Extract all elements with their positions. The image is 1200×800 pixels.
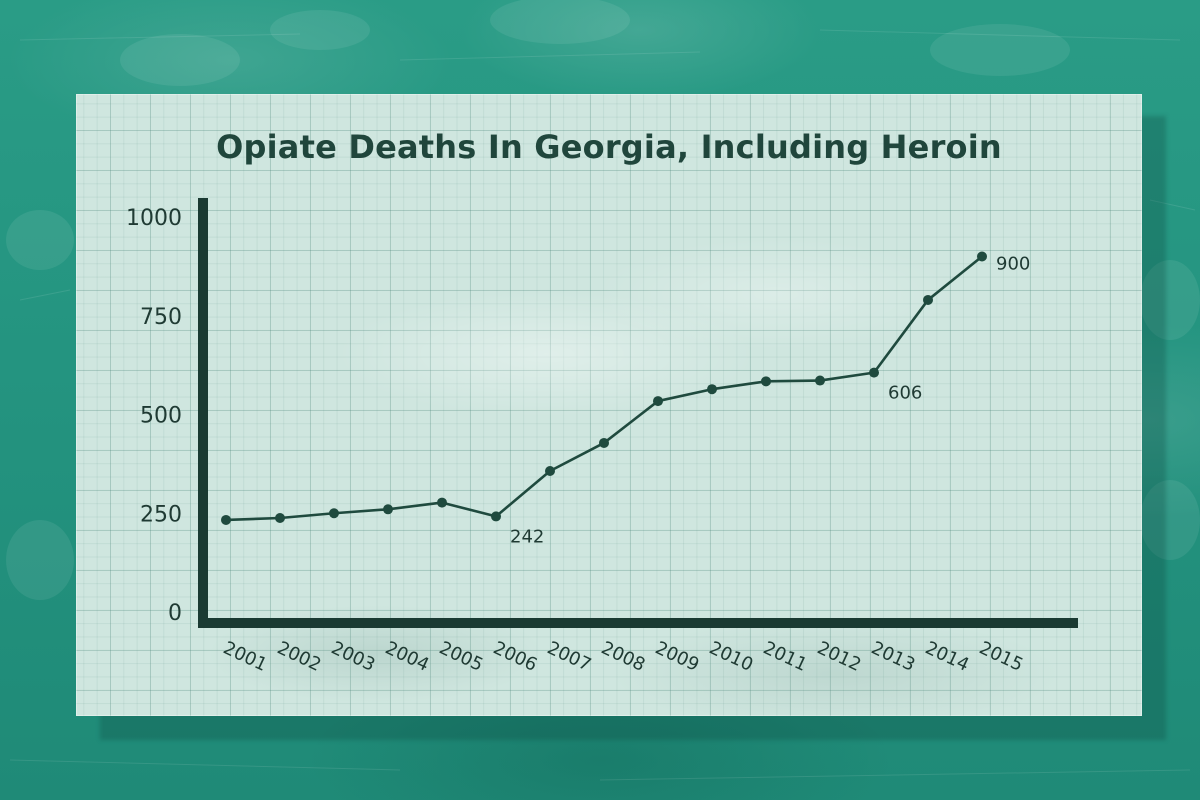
y-tick-label: 250 [140,502,182,527]
y-axis-ticks: 0 250 500 750 1000 [126,206,182,626]
series-line-segment [656,387,714,403]
x-axis-ticks: 2001 2002 2003 2004 2005 2006 2007 2008 2009 2010… [220,637,1026,675]
series-line-segment [224,516,282,522]
series-line-segment [332,507,390,515]
x-tick-label: 2010 [706,637,756,675]
series-line-segment [386,501,444,511]
x-tick-label: 2006 [490,637,540,675]
chart-title: Opiate Deaths In Georgia, Including Hero… [216,128,1002,166]
data-point [707,384,717,395]
x-tick-label: 2008 [598,637,648,675]
data-point [491,511,501,522]
y-tick-label: 500 [140,404,182,429]
data-point [437,497,447,508]
series-line-segment [494,469,552,518]
data-point [815,375,825,386]
x-tick-label: 2009 [652,637,702,675]
data-point [275,512,285,523]
data-labels: 242 606 900 [510,254,1030,548]
series-points [221,251,987,525]
x-tick-label: 2011 [760,637,810,675]
y-tick-label: 750 [140,305,182,330]
card-texture [76,94,1142,716]
data-point [977,251,987,262]
x-tick-label: 2003 [328,637,378,675]
data-point [383,504,393,515]
x-tick-label: 2013 [868,637,918,675]
series-line-segment [872,298,930,374]
chart-axes [198,198,1078,628]
x-tick-label: 2004 [382,637,432,675]
series-line-segment [764,379,822,383]
series-line-segment [278,511,336,520]
data-label: 242 [510,526,544,547]
series-line-segment [926,255,984,302]
x-tick-label: 2012 [814,637,864,675]
x-tick-label: 2007 [544,637,594,675]
series-line-segment [710,380,768,391]
data-label: 900 [996,254,1030,275]
data-label: 606 [888,383,922,404]
series-lines [224,255,984,522]
data-point [545,465,555,476]
data-point [869,367,879,378]
x-tick-label: 2001 [220,637,270,675]
x-tick-label: 2005 [436,637,486,675]
series-line-segment [440,501,498,518]
chart-card [76,94,1142,716]
x-tick-label: 2014 [922,637,972,675]
data-point [923,294,933,305]
data-point [221,514,231,525]
series-line-segment [548,441,606,473]
series-line-segment [818,371,876,382]
data-point [599,437,609,448]
y-tick-label: 0 [168,601,182,626]
data-point [653,396,663,407]
data-point [329,508,339,519]
x-tick-label: 2015 [976,637,1026,675]
y-tick-label: 1000 [126,206,182,231]
x-tick-label: 2002 [274,637,324,675]
data-point [761,376,771,387]
series-line-segment [602,399,660,445]
